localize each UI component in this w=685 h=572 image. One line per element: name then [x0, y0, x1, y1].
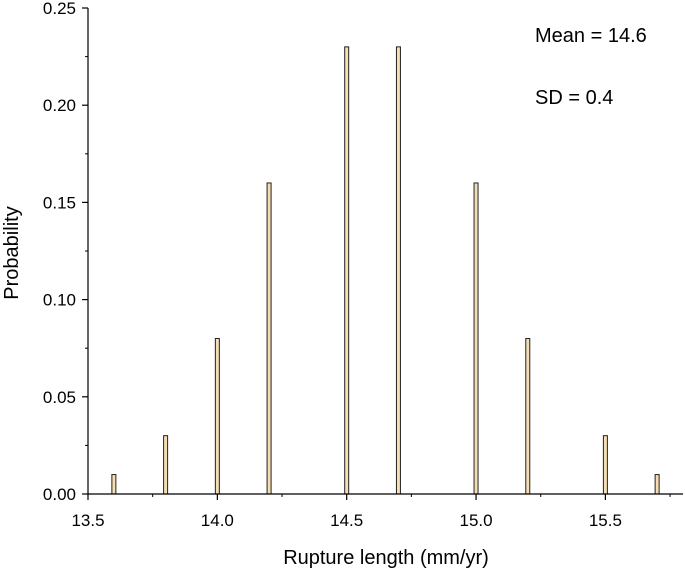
y-tick-label: 0.15 [43, 193, 76, 212]
bar-14.5 [344, 46, 350, 495]
x-tick-label: 14.5 [330, 511, 363, 530]
y-tick-label: 0.25 [43, 0, 76, 18]
y-tick-label: 0.05 [43, 388, 76, 407]
x-tick-label: 15.0 [459, 511, 492, 530]
x-tick-label: 13.5 [71, 511, 104, 530]
bar-14.7 [395, 46, 401, 495]
annotation-sd: SD = 0.4 [535, 87, 613, 109]
bar-14.2 [266, 182, 272, 495]
y-axis-title: Probability [1, 206, 23, 299]
y-tick-label: 0.00 [43, 485, 76, 504]
bar-13.8 [163, 435, 169, 495]
y-tick-label: 0.20 [43, 96, 76, 115]
bar-15 [473, 182, 479, 495]
bars-group [111, 46, 660, 495]
bar-15.7 [654, 474, 660, 495]
bar-15.5 [602, 435, 608, 495]
bar-15.2 [525, 337, 531, 495]
x-axis-title: Rupture length (mm/yr) [283, 547, 489, 569]
bar-13.6 [111, 474, 117, 495]
annotation-mean: Mean = 14.6 [535, 25, 647, 47]
y-tick-label: 0.10 [43, 291, 76, 310]
axes-group: 0.00 0.05 0.10 0.15 0.20 0.25 13.5 14.0 14.5 15.0… [43, 0, 683, 530]
x-tick-label: 14.0 [201, 511, 234, 530]
bar-14 [214, 337, 220, 495]
x-tick-label: 15.5 [589, 511, 622, 530]
